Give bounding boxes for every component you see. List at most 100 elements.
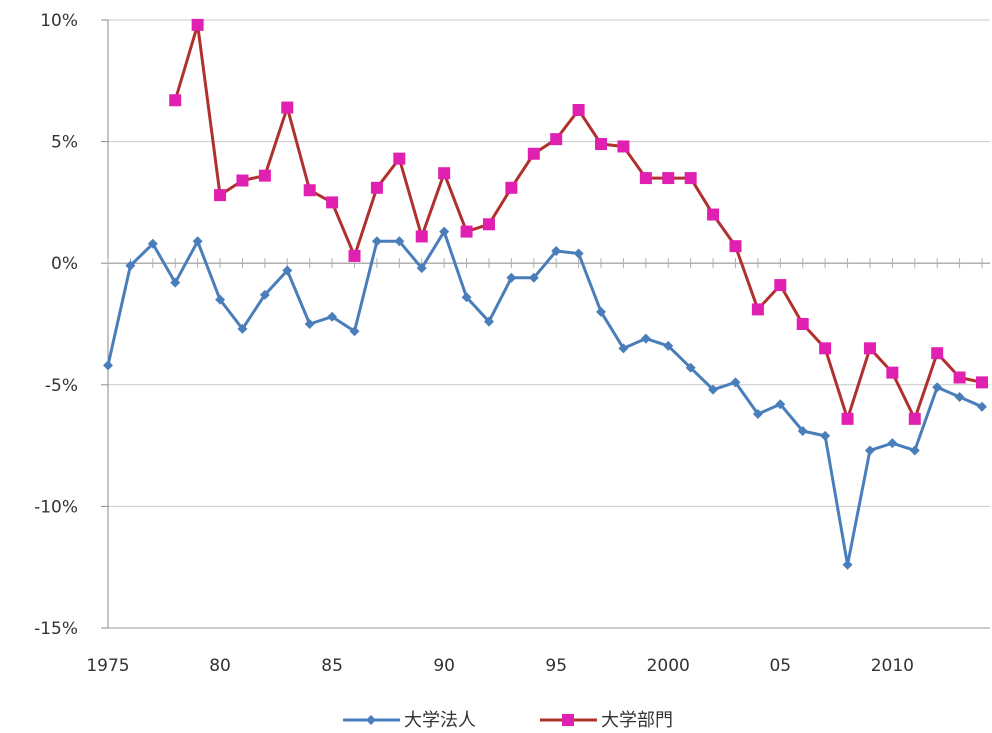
data-point [439,226,450,237]
data-point [820,430,831,441]
y-tick-label: -15% [34,619,78,639]
x-tick-label: 85 [321,656,343,676]
data-point [797,426,808,437]
data-point [977,401,987,412]
data-point [370,181,383,194]
data-point [303,184,316,197]
data-point [304,319,315,329]
data-point [394,236,405,247]
data-point [909,445,920,456]
data-point [573,248,584,259]
data-point [953,371,966,384]
data-point [887,438,898,449]
data-point [796,318,809,330]
data-point [281,101,294,114]
data-point [236,174,249,187]
x-tick-label: 90 [433,656,455,676]
data-point [215,294,226,305]
data-point [842,559,853,570]
data-point [527,147,540,160]
data-point [932,382,943,393]
axes [101,19,990,629]
data-point [662,172,675,185]
data-point [349,326,360,337]
x-tick-label: 80 [209,656,231,676]
data-point [483,316,494,327]
data-point [506,272,517,283]
legend-label: 大学法人 [404,710,476,731]
data-point [931,347,944,360]
data-point [684,172,697,185]
series-group [103,18,988,570]
y-tick-labels: 10% 5% 0% -5% -10% -15% [34,11,78,639]
legend-marker-diamond [366,715,376,725]
data-point [617,140,630,153]
legend-item-0: 大学法人 [343,710,476,731]
legend-marker-square [562,714,574,726]
data-point [103,360,113,371]
data-point [954,391,965,402]
series-daigaku-bumon [169,18,988,425]
legend-label: 大学部門 [601,710,673,731]
data-point [596,306,607,317]
data-point [393,152,406,165]
y-tick-label: -5% [45,376,78,396]
data-point [169,94,182,107]
data-point [259,289,270,300]
x-tick-label: 2010 [871,656,914,676]
data-point [751,303,764,316]
data-point [348,249,361,262]
series-line [173,23,983,421]
data-point [639,172,652,185]
legend: 大学法人 大学部門 [343,710,673,731]
data-point [663,340,674,351]
data-point [550,133,563,146]
data-point [416,263,427,274]
data-point [237,323,248,334]
data-point [191,18,204,31]
data-point [595,138,608,151]
data-point [886,366,899,379]
data-point [438,167,451,180]
y-tick-label: 10% [40,11,78,31]
data-point [415,230,428,243]
data-point [170,277,181,288]
data-point [841,412,854,425]
data-point [708,384,719,395]
x-tick-label: 2000 [647,656,690,676]
data-point [775,399,786,410]
data-point [282,265,293,276]
data-point [618,343,629,354]
data-point [192,236,203,247]
data-point [707,208,720,221]
data-point [147,238,158,249]
data-point [572,103,585,116]
data-point [774,279,787,292]
data-point [685,362,696,373]
series-daigaku-hojin [103,226,987,570]
data-point [461,292,472,303]
data-point [505,181,518,194]
data-point [730,377,741,388]
data-point [752,408,763,419]
data-point [640,333,651,344]
x-tick-labels: 1975 80 85 90 95 2000 05 2010 [86,656,914,676]
data-point [863,342,876,355]
data-point [460,225,473,238]
data-point [327,311,338,322]
data-point [819,342,832,355]
data-point [214,189,227,202]
data-point [258,169,271,182]
data-point [528,272,539,283]
y-tick-label: -10% [34,497,78,517]
x-tick-label: 05 [769,656,791,676]
y-tick-label: 0% [51,254,78,274]
data-point [371,236,382,247]
data-point [908,412,921,425]
legend-item-1: 大学部門 [540,710,673,731]
x-tick-label: 95 [545,656,567,676]
series-line [106,230,983,567]
y-tick-label: 5% [51,133,78,153]
data-point [551,246,562,257]
